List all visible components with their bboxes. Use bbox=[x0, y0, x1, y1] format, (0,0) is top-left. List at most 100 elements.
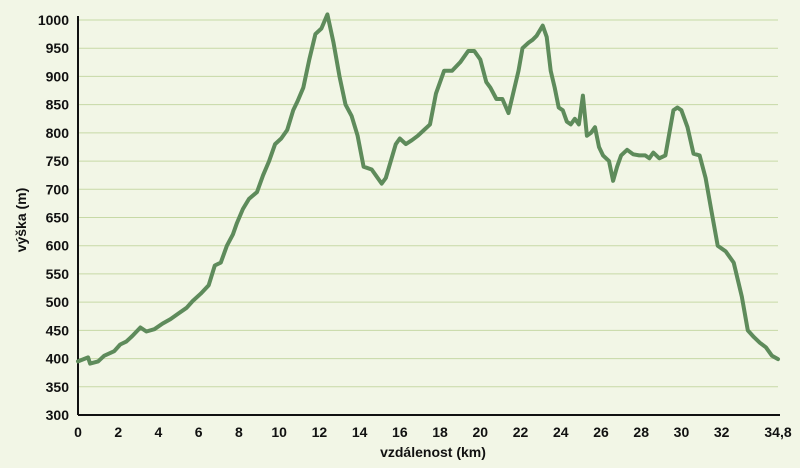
data-point bbox=[350, 115, 353, 117]
data-point bbox=[553, 86, 556, 89]
data-point bbox=[384, 177, 387, 179]
x-tick-label: 6 bbox=[195, 424, 203, 440]
y-tick-label: 950 bbox=[46, 40, 70, 56]
data-point bbox=[256, 191, 258, 193]
data-point bbox=[220, 261, 222, 264]
x-axis-title: vzdálenost (km) bbox=[380, 444, 486, 460]
data-point bbox=[501, 98, 504, 100]
data-point bbox=[308, 58, 311, 61]
data-point bbox=[344, 103, 347, 106]
x-tick-label: 20 bbox=[473, 424, 489, 440]
data-point bbox=[236, 222, 238, 224]
data-point bbox=[658, 157, 661, 160]
data-point bbox=[545, 36, 548, 38]
data-point bbox=[521, 47, 524, 50]
y-tick-label: 500 bbox=[46, 294, 70, 310]
data-point bbox=[411, 139, 413, 141]
data-point bbox=[177, 312, 180, 315]
data-point bbox=[616, 165, 618, 168]
data-point bbox=[549, 69, 552, 72]
data-point bbox=[185, 306, 188, 309]
data-point bbox=[479, 58, 482, 61]
data-point bbox=[652, 151, 655, 154]
data-point bbox=[740, 295, 743, 298]
data-point bbox=[395, 143, 397, 145]
y-tick-label: 650 bbox=[46, 210, 70, 226]
data-point bbox=[638, 154, 641, 157]
y-tick-label: 800 bbox=[46, 125, 70, 141]
data-point bbox=[759, 341, 761, 344]
data-point bbox=[451, 69, 453, 72]
data-point bbox=[467, 50, 470, 52]
data-point bbox=[435, 92, 437, 95]
data-point bbox=[582, 94, 584, 97]
data-point bbox=[648, 157, 651, 160]
x-tick-labels: 0 2 4 6 8 10 12 14 16 18 20 22 24 26 28 30 32 34,8 bbox=[74, 424, 792, 440]
data-point bbox=[332, 41, 335, 44]
data-point bbox=[664, 154, 667, 157]
data-point bbox=[77, 360, 79, 363]
y-tick-label: 900 bbox=[46, 68, 70, 84]
data-point bbox=[405, 143, 407, 145]
data-point bbox=[710, 211, 713, 213]
data-point bbox=[262, 174, 264, 176]
data-point bbox=[570, 123, 572, 126]
y-tick-label: 550 bbox=[46, 266, 70, 282]
data-point bbox=[326, 13, 329, 16]
data-point bbox=[376, 177, 379, 179]
data-point bbox=[362, 165, 365, 168]
x-tick-label: 8 bbox=[235, 424, 243, 440]
data-point bbox=[527, 41, 530, 44]
data-point bbox=[131, 335, 134, 337]
data-point bbox=[119, 343, 122, 346]
data-point bbox=[680, 109, 683, 112]
data-point bbox=[473, 50, 476, 52]
y-axis-title: výška (m) bbox=[13, 188, 29, 253]
x-tick-label: 18 bbox=[432, 424, 448, 440]
data-point bbox=[594, 126, 596, 129]
data-point bbox=[716, 244, 719, 247]
y-tick-label: 750 bbox=[46, 153, 70, 169]
data-point bbox=[125, 340, 128, 343]
y-tick-label: 300 bbox=[46, 407, 70, 423]
data-point bbox=[608, 160, 610, 162]
data-point bbox=[153, 328, 156, 331]
data-point bbox=[732, 261, 735, 264]
x-tick-label: 24 bbox=[553, 424, 569, 440]
data-point bbox=[565, 120, 568, 123]
y-tick-labels: 300 350 400 450 500 550 600 650 700 750 800 850 900 9… bbox=[38, 12, 69, 423]
data-points bbox=[77, 13, 779, 365]
data-point bbox=[541, 24, 544, 27]
data-point bbox=[698, 154, 701, 157]
data-point bbox=[296, 101, 299, 103]
data-point bbox=[561, 109, 564, 112]
data-point bbox=[777, 358, 779, 360]
data-point bbox=[586, 134, 588, 137]
x-tick-label: 32 bbox=[714, 424, 730, 440]
data-point bbox=[139, 326, 142, 329]
data-point bbox=[356, 134, 359, 137]
data-point bbox=[632, 153, 634, 156]
data-point bbox=[620, 154, 622, 157]
y-tick-label: 350 bbox=[46, 379, 70, 395]
data-point bbox=[771, 354, 773, 357]
data-point bbox=[495, 98, 498, 100]
data-point bbox=[724, 250, 727, 253]
data-point bbox=[199, 292, 202, 295]
data-point bbox=[602, 154, 604, 157]
data-point bbox=[248, 198, 250, 200]
data-point bbox=[459, 61, 461, 64]
data-point bbox=[113, 350, 116, 353]
data-point bbox=[232, 233, 234, 236]
data-point bbox=[268, 160, 270, 162]
y-tick-label: 450 bbox=[46, 322, 70, 338]
data-point bbox=[626, 148, 628, 151]
x-tick-label: 26 bbox=[593, 424, 609, 440]
data-point bbox=[429, 123, 431, 126]
data-point bbox=[286, 129, 288, 131]
data-point bbox=[399, 137, 401, 140]
data-point bbox=[97, 360, 99, 363]
data-point bbox=[89, 362, 91, 365]
data-point bbox=[507, 112, 510, 114]
